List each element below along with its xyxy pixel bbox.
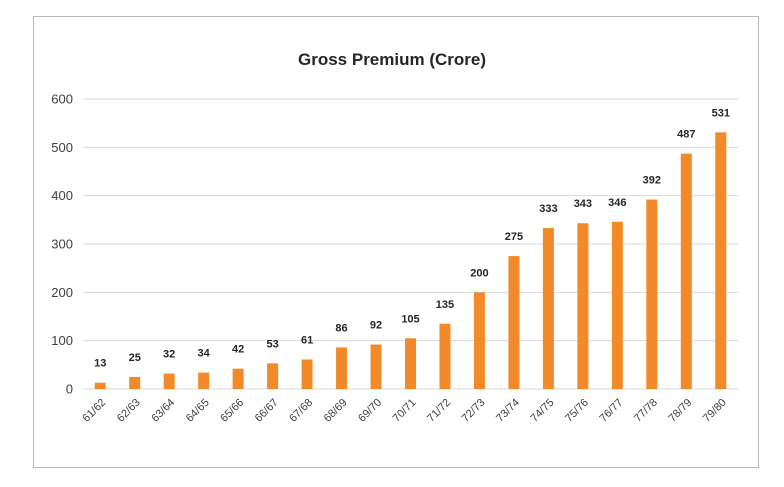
data-label: 92 bbox=[370, 320, 382, 332]
data-label: 135 bbox=[436, 299, 454, 311]
x-tick-label: 77/78 bbox=[632, 397, 660, 425]
data-label: 13 bbox=[94, 358, 106, 370]
x-tick-label: 72/73 bbox=[460, 397, 488, 425]
x-tick-label: 64/65 bbox=[184, 397, 212, 425]
chart-frame bbox=[33, 16, 759, 468]
y-tick-label: 400 bbox=[51, 188, 73, 203]
bar bbox=[198, 372, 210, 389]
x-tick-label: 70/71 bbox=[391, 397, 419, 425]
x-tick-label: 75/76 bbox=[563, 397, 591, 425]
y-tick-label: 500 bbox=[51, 140, 73, 155]
data-label: 42 bbox=[232, 344, 244, 356]
data-label: 53 bbox=[266, 338, 278, 350]
data-label: 105 bbox=[401, 313, 419, 325]
data-label: 343 bbox=[574, 198, 592, 210]
bar bbox=[542, 228, 554, 389]
data-label: 200 bbox=[470, 267, 488, 279]
x-tick-label: 69/70 bbox=[356, 397, 384, 425]
bar bbox=[94, 382, 106, 389]
data-label: 25 bbox=[129, 352, 141, 364]
y-tick-label: 600 bbox=[51, 92, 73, 107]
bar bbox=[680, 153, 692, 389]
x-tick-label: 68/69 bbox=[322, 397, 350, 425]
data-label: 61 bbox=[301, 335, 313, 347]
bar bbox=[577, 223, 589, 389]
x-tick-label: 61/62 bbox=[80, 397, 108, 425]
data-label: 392 bbox=[643, 175, 661, 187]
bar bbox=[370, 344, 382, 389]
x-tick-label: 78/79 bbox=[666, 397, 694, 425]
bar bbox=[336, 347, 348, 389]
x-tick-label: 73/74 bbox=[494, 397, 522, 425]
x-tick-label: 67/68 bbox=[287, 397, 315, 425]
y-tick-label: 0 bbox=[66, 382, 73, 397]
y-tick-label: 300 bbox=[51, 237, 73, 252]
x-tick-label: 74/75 bbox=[529, 397, 557, 425]
x-tick-label: 65/66 bbox=[218, 397, 246, 425]
bar bbox=[163, 373, 175, 389]
x-tick-label: 71/72 bbox=[425, 397, 453, 425]
bar bbox=[715, 132, 727, 389]
x-tick-label: 66/67 bbox=[253, 397, 281, 425]
x-tick-label: 76/77 bbox=[598, 397, 626, 425]
bar bbox=[405, 338, 416, 389]
data-label: 275 bbox=[505, 231, 523, 243]
data-label: 86 bbox=[335, 322, 347, 334]
bar bbox=[301, 359, 313, 389]
y-tick-label: 200 bbox=[51, 285, 73, 300]
data-label: 34 bbox=[198, 348, 211, 360]
data-label: 333 bbox=[539, 203, 557, 215]
x-tick-label: 63/64 bbox=[149, 397, 177, 425]
bar bbox=[611, 221, 623, 389]
y-tick-label: 100 bbox=[51, 333, 73, 348]
x-tick-label: 62/63 bbox=[115, 397, 143, 425]
data-label: 346 bbox=[608, 197, 626, 209]
bar bbox=[267, 363, 279, 389]
x-tick-label: 79/80 bbox=[701, 397, 729, 425]
chart-title: Gross Premium (Crore) bbox=[298, 50, 486, 69]
data-label: 487 bbox=[677, 129, 695, 141]
bar bbox=[232, 368, 244, 389]
bar bbox=[508, 256, 520, 389]
data-label: 32 bbox=[163, 349, 175, 361]
bar bbox=[646, 199, 658, 389]
bar bbox=[473, 292, 485, 389]
bar bbox=[129, 376, 141, 389]
bar bbox=[439, 323, 451, 389]
data-label: 531 bbox=[712, 107, 730, 119]
